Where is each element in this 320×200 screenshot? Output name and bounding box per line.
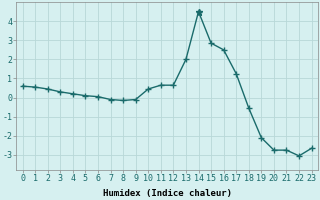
X-axis label: Humidex (Indice chaleur): Humidex (Indice chaleur) [103, 189, 232, 198]
